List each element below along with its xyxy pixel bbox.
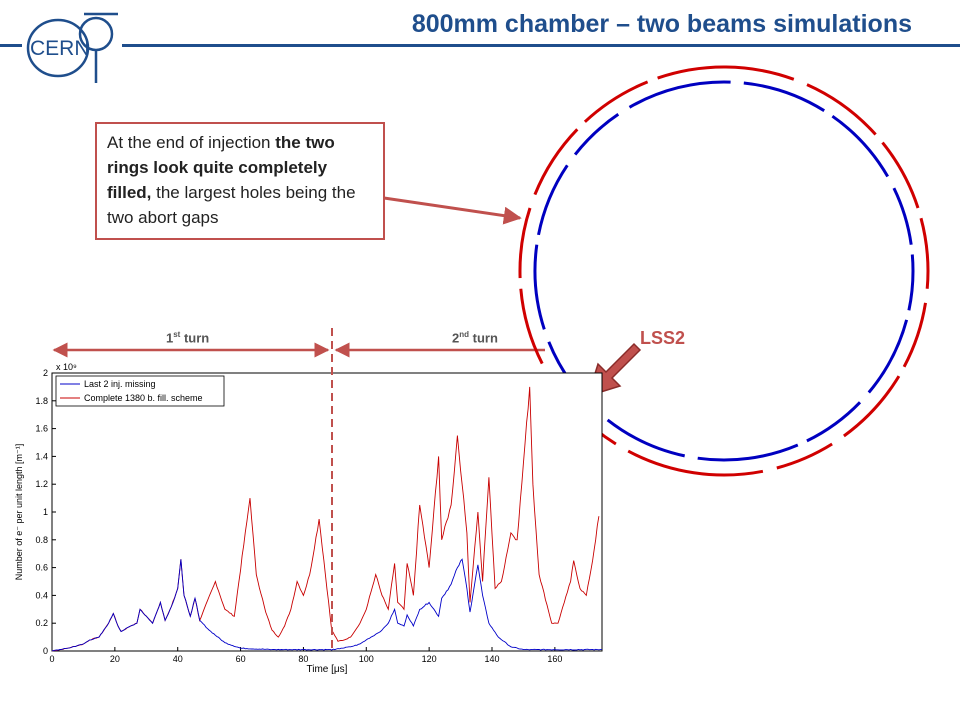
inner-ring-segment-0 bbox=[907, 270, 915, 311]
y-multiplier: x 10⁹ bbox=[56, 362, 77, 372]
inner-ring-segment-10 bbox=[743, 81, 825, 112]
title-rule-left bbox=[0, 44, 22, 47]
outer-ring-segment-7 bbox=[518, 207, 532, 279]
lss2-label: LSS2 bbox=[640, 328, 686, 348]
logo-text: CERN bbox=[30, 37, 90, 60]
y-tick-label-8: 1.6 bbox=[35, 424, 48, 434]
inner-ring-segment-11 bbox=[831, 114, 889, 178]
x-tick-label-3: 60 bbox=[236, 654, 246, 664]
inner-ring-segment-6 bbox=[533, 244, 546, 330]
legend-label-1: Complete 1380 b. fill. scheme bbox=[84, 393, 203, 403]
outer-ring-segment-9 bbox=[583, 80, 649, 123]
callout-connector bbox=[383, 196, 522, 225]
x-axis-label: Time [μs] bbox=[307, 664, 348, 675]
inner-ring-segment-12 bbox=[892, 187, 913, 245]
callout-text-bold: the two rings look quite completely fill… bbox=[107, 133, 335, 202]
beam-rings bbox=[518, 65, 930, 477]
cern-logo: CERN bbox=[26, 12, 118, 83]
second-turn-label: 2nd turn bbox=[452, 330, 498, 346]
series-line-0 bbox=[51, 558, 602, 652]
x-tick-label-2: 40 bbox=[173, 654, 183, 664]
y-tick-label-5: 1 bbox=[43, 507, 48, 517]
x-tick-label-5: 100 bbox=[359, 654, 374, 664]
y-tick-label-1: 0.2 bbox=[35, 618, 48, 628]
inner-ring-segment-13 bbox=[910, 254, 915, 272]
y-tick-label-10: 2 bbox=[43, 368, 48, 378]
outer-ring-segment-11 bbox=[806, 83, 877, 136]
inner-ring-segment-3 bbox=[697, 443, 799, 462]
outer-ring-segment-1 bbox=[902, 302, 927, 368]
inner-ring-segment-4 bbox=[606, 418, 686, 458]
y-tick-label-6: 1.2 bbox=[35, 479, 48, 489]
inner-ring-segment-7 bbox=[537, 164, 569, 236]
x-tick-label-0: 0 bbox=[49, 654, 54, 664]
legend-label-0: Last 2 inj. missing bbox=[84, 379, 156, 389]
legend: Last 2 inj. missing Complete 1380 b. fil… bbox=[55, 375, 225, 407]
callout-text-2: the largest holes being the two abort ga… bbox=[107, 183, 356, 227]
callout-text-1: At the end of injection bbox=[107, 133, 276, 152]
outer-ring-segment-0 bbox=[925, 270, 930, 289]
outer-ring-segment-8 bbox=[533, 128, 579, 196]
outer-ring-segment-10 bbox=[657, 65, 795, 81]
first-turn-label: 1st turn bbox=[166, 330, 210, 346]
y-tick-label-3: 0.6 bbox=[35, 563, 48, 573]
y-tick-label-0: 0 bbox=[43, 646, 48, 656]
axis-ticks: 0 20 40 60 80 100 120 140 160 0 0.2 0.4 0.6 0.8 1 1.2 1.… bbox=[35, 368, 562, 664]
y-axis-label: Number of e⁻ per unit length [m⁻¹] bbox=[14, 444, 24, 581]
y-tick-label-4: 0.8 bbox=[35, 535, 48, 545]
x-tick-label-7: 140 bbox=[484, 654, 499, 664]
y-tick-label-2: 0.4 bbox=[35, 590, 48, 600]
outer-ring-segment-3 bbox=[776, 442, 833, 470]
y-tick-label-7: 1.4 bbox=[35, 451, 48, 461]
x-tick-label-6: 120 bbox=[422, 654, 437, 664]
outer-ring-segment-2 bbox=[843, 375, 901, 438]
page-title: 800mm chamber – two beams simulations bbox=[405, 10, 918, 39]
outer-ring-segment-6 bbox=[519, 288, 544, 365]
x-tick-label-1: 20 bbox=[110, 654, 120, 664]
title-rule-right bbox=[122, 44, 960, 47]
outer-ring-segment-4 bbox=[627, 449, 764, 477]
plot-area bbox=[51, 372, 603, 652]
inner-ring-segment-2 bbox=[806, 401, 862, 443]
series-lines bbox=[51, 386, 602, 652]
inner-ring-segment-8 bbox=[573, 113, 620, 156]
electron-density-chart: 0 20 40 60 80 100 120 140 160 0 0.2 0.4 0.6 0.8 1 1.2 1.… bbox=[14, 328, 603, 675]
outer-ring-segment-13 bbox=[919, 217, 930, 272]
x-tick-label-4: 80 bbox=[298, 654, 308, 664]
inner-ring-segment-9 bbox=[628, 80, 731, 109]
callout-box: At the end of injection the two rings lo… bbox=[95, 122, 385, 240]
y-tick-label-9: 1.8 bbox=[35, 396, 48, 406]
inner-ring-segment-1 bbox=[867, 319, 909, 394]
x-tick-label-8: 160 bbox=[547, 654, 562, 664]
outer-ring-segment-12 bbox=[881, 141, 920, 209]
